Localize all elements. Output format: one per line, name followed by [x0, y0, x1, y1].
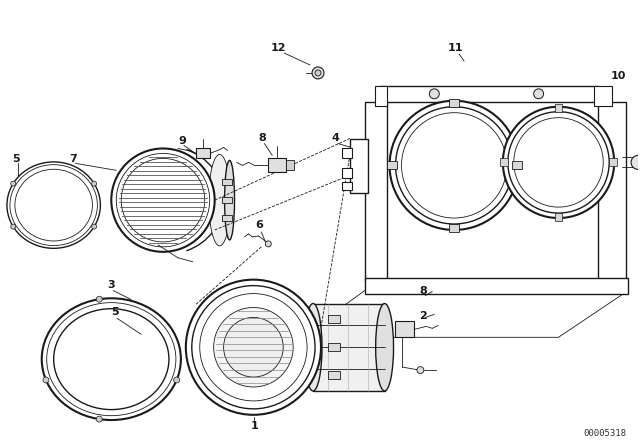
Bar: [342, 168, 352, 178]
Circle shape: [266, 241, 271, 247]
Circle shape: [11, 224, 16, 229]
Text: 10: 10: [611, 71, 627, 81]
Bar: [342, 182, 352, 190]
Ellipse shape: [376, 303, 394, 391]
Text: 1: 1: [250, 421, 258, 431]
Text: 00005318: 00005318: [583, 429, 626, 438]
Circle shape: [631, 155, 640, 169]
Polygon shape: [300, 291, 628, 337]
Circle shape: [43, 377, 49, 383]
Bar: [221, 197, 232, 203]
Circle shape: [508, 112, 609, 213]
Bar: [365, 102, 387, 280]
Bar: [380, 86, 598, 102]
Text: 12: 12: [270, 43, 286, 53]
Text: 6: 6: [255, 220, 263, 230]
Bar: [595, 86, 612, 106]
Bar: [554, 213, 563, 221]
Bar: [196, 148, 210, 159]
Bar: [365, 278, 628, 293]
Text: 8: 8: [419, 285, 427, 296]
Ellipse shape: [42, 298, 181, 420]
Bar: [221, 215, 232, 221]
Circle shape: [429, 89, 439, 99]
Text: 5: 5: [111, 307, 119, 318]
Circle shape: [396, 107, 513, 224]
Circle shape: [312, 67, 324, 79]
Text: 8: 8: [259, 133, 266, 142]
Circle shape: [11, 181, 16, 186]
Bar: [394, 321, 415, 337]
Bar: [286, 160, 294, 170]
Bar: [328, 315, 340, 323]
Ellipse shape: [304, 303, 322, 391]
Bar: [554, 104, 563, 112]
Circle shape: [192, 286, 315, 409]
Ellipse shape: [54, 309, 169, 409]
Bar: [268, 159, 286, 172]
Bar: [512, 161, 522, 169]
Circle shape: [417, 366, 424, 374]
Text: 7: 7: [70, 155, 77, 164]
Bar: [328, 343, 340, 351]
Text: 9: 9: [178, 135, 186, 146]
Text: 5: 5: [12, 155, 20, 164]
Bar: [449, 99, 459, 107]
Ellipse shape: [7, 162, 100, 248]
Circle shape: [214, 307, 293, 387]
Text: 2: 2: [419, 311, 427, 321]
Text: 11: 11: [447, 43, 463, 53]
Text: 3: 3: [108, 280, 115, 289]
Circle shape: [186, 280, 321, 415]
Bar: [449, 224, 459, 232]
Bar: [350, 138, 368, 193]
Circle shape: [92, 224, 97, 229]
Circle shape: [223, 318, 284, 377]
Circle shape: [96, 296, 102, 302]
Bar: [342, 148, 352, 159]
Circle shape: [116, 154, 210, 247]
Circle shape: [390, 101, 519, 230]
Bar: [374, 86, 387, 106]
Circle shape: [111, 148, 214, 252]
Circle shape: [173, 377, 180, 383]
Ellipse shape: [225, 160, 234, 240]
Circle shape: [534, 89, 543, 99]
Bar: [387, 161, 397, 169]
Bar: [500, 159, 508, 166]
Text: 4: 4: [332, 133, 340, 142]
Circle shape: [96, 416, 102, 422]
Bar: [609, 159, 617, 166]
Bar: [598, 102, 626, 286]
Ellipse shape: [15, 169, 92, 241]
Ellipse shape: [209, 155, 230, 246]
Bar: [221, 179, 232, 185]
Circle shape: [503, 107, 614, 218]
Bar: [313, 303, 385, 391]
Circle shape: [92, 181, 97, 186]
Bar: [328, 371, 340, 379]
Circle shape: [315, 70, 321, 76]
